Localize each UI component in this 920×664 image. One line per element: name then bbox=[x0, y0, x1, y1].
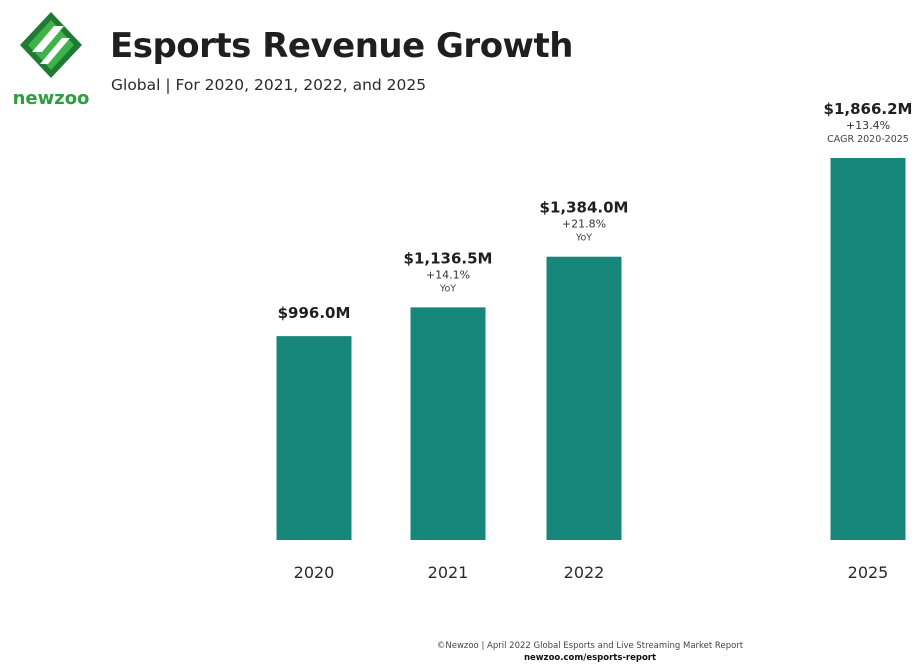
x-tick-label-2022: 2022 bbox=[564, 563, 605, 582]
bar-2022 bbox=[546, 256, 622, 540]
bar-2021 bbox=[410, 307, 486, 540]
footer-url: newzoo.com/esports-report bbox=[523, 653, 657, 663]
x-tick-label-2021: 2021 bbox=[428, 563, 469, 582]
x-tick-label-2020: 2020 bbox=[294, 563, 335, 582]
chart-subtitle: Global | For 2020, 2021, 2022, and 2025 bbox=[111, 76, 427, 94]
newzoo-logo-text: newzoo bbox=[12, 88, 90, 109]
footer-source: ©Newzoo | April 2022 Global Esports and … bbox=[436, 641, 744, 651]
growth-label-2025: +13.4% bbox=[846, 119, 890, 132]
growth-label-2021: +14.1% bbox=[426, 268, 470, 281]
growth-note-2022: YoY bbox=[575, 233, 592, 244]
bar-2020 bbox=[276, 336, 352, 540]
growth-label-2022: +21.8% bbox=[562, 218, 606, 231]
data-label-2025: $1,866.2M bbox=[824, 100, 913, 118]
newzoo-logo: newzoo bbox=[8, 10, 94, 110]
bar-chart: 2020 $996.0M 2021 $1,136.5M+14.1% YoY 2022 $1,… bbox=[276, 100, 913, 582]
x-tick-label-2025: 2025 bbox=[848, 563, 889, 582]
chart-title: Esports Revenue Growth bbox=[110, 26, 573, 66]
growth-note-2025: CAGR 2020-2025 bbox=[827, 134, 909, 145]
newzoo-logo-icon bbox=[20, 12, 82, 78]
data-label-2020: $996.0M bbox=[278, 304, 351, 322]
data-label-2021: $1,136.5M bbox=[404, 249, 493, 267]
data-label-2022: $1,384.0M bbox=[540, 199, 629, 217]
growth-note-2021: YoY bbox=[439, 283, 456, 294]
bar-2025 bbox=[830, 158, 906, 540]
